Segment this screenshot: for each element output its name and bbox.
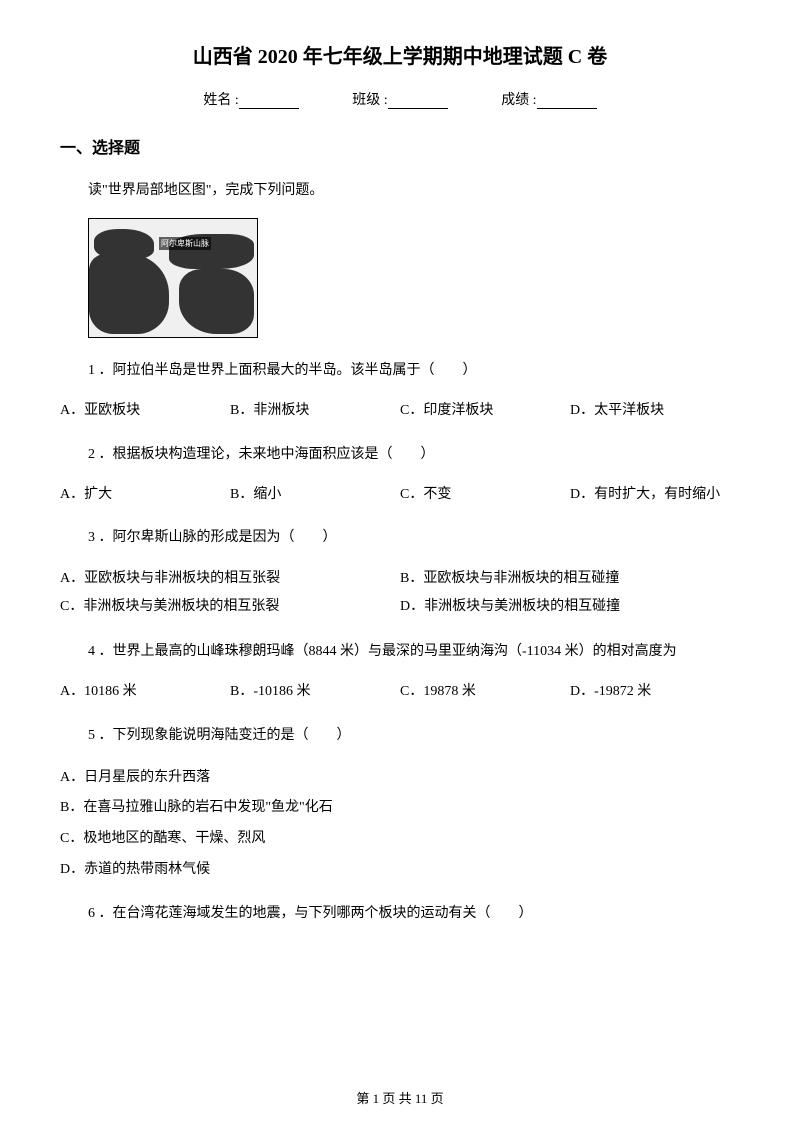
q5-option-a: A．日月星辰的东升西落 (60, 763, 740, 794)
q2-option-c: C．不变 (400, 482, 570, 507)
q1-option-d: D．太平洋板块 (570, 398, 740, 423)
map-figure: 阿尔卑斯山脉 (88, 218, 258, 338)
q6-text: 6 ．在台湾花莲海域发生的地震，与下列哪两个板块的运动有关（ ） (88, 901, 740, 926)
name-label: 姓名 : (203, 93, 238, 108)
class-underline (388, 95, 448, 109)
header-fields: 姓名 : 班级 : 成绩 : (60, 89, 740, 109)
q1-text: 1 ．阿拉伯半岛是世界上面积最大的半岛。该半岛属于（ ） (88, 358, 740, 383)
q5-option-c: C．极地地区的酷寒、干燥、烈风 (60, 824, 740, 855)
section-heading: 一、选择题 (60, 134, 740, 158)
q4-options: A．10186 米 B．-10186 米 C．19878 米 D．-19872 … (60, 679, 740, 704)
q4-option-c: C．19878 米 (400, 679, 570, 704)
q2-options: A．扩大 B．缩小 C．不变 D．有时扩大，有时缩小 (60, 482, 740, 507)
q4-option-a: A．10186 米 (60, 679, 230, 704)
q2-option-b: B．缩小 (230, 482, 400, 507)
score-field: 成绩 : (501, 89, 596, 109)
q3-option-c: C．非洲板块与美洲板块的相互张裂 (60, 593, 400, 621)
q2-text: 2 ．根据板块构造理论，未来地中海面积应该是（ ） (88, 442, 740, 467)
page-footer: 第 1 页 共 11 页 (0, 1088, 800, 1107)
class-label: 班级 : (352, 93, 387, 108)
q1-option-b: B．非洲板块 (230, 398, 400, 423)
q5-option-d: D．赤道的热带雨林气候 (60, 855, 740, 886)
score-underline (537, 95, 597, 109)
q2-option-d: D．有时扩大，有时缩小 (570, 482, 740, 507)
instruction-text: 读"世界局部地区图"，完成下列问题。 (88, 178, 740, 203)
class-field: 班级 : (352, 89, 447, 109)
exam-title: 山西省 2020 年七年级上学期期中地理试题 C 卷 (60, 40, 740, 69)
score-label: 成绩 : (501, 93, 536, 108)
q4-text: 4 ．世界上最高的山峰珠穆朗玛峰（8844 米）与最深的马里亚纳海沟（-1103… (88, 639, 740, 664)
q3-option-b: B．亚欧板块与非洲板块的相互碰撞 (400, 565, 740, 593)
q5-options: A．日月星辰的东升西落 B．在喜马拉雅山脉的岩石中发现"鱼龙"化石 C．极地地区… (60, 763, 740, 886)
q4-option-d: D．-19872 米 (570, 679, 740, 704)
q2-option-a: A．扩大 (60, 482, 230, 507)
q3-text: 3 ．阿尔卑斯山脉的形成是因为（ ） (88, 525, 740, 550)
q5-text: 5 ．下列现象能说明海陆变迁的是（ ） (88, 723, 740, 748)
q3-options: A．亚欧板块与非洲板块的相互张裂 B．亚欧板块与非洲板块的相互碰撞 C．非洲板块… (60, 565, 740, 621)
q1-options: A．亚欧板块 B．非洲板块 C．印度洋板块 D．太平洋板块 (60, 398, 740, 423)
q1-option-a: A．亚欧板块 (60, 398, 230, 423)
map-label-alps: 阿尔卑斯山脉 (159, 237, 211, 250)
name-field: 姓名 : (203, 89, 298, 109)
q4-option-b: B．-10186 米 (230, 679, 400, 704)
name-underline (239, 95, 299, 109)
q3-option-a: A．亚欧板块与非洲板块的相互张裂 (60, 565, 400, 593)
q3-option-d: D．非洲板块与美洲板块的相互碰撞 (400, 593, 740, 621)
q5-option-b: B．在喜马拉雅山脉的岩石中发现"鱼龙"化石 (60, 793, 740, 824)
q1-option-c: C．印度洋板块 (400, 398, 570, 423)
